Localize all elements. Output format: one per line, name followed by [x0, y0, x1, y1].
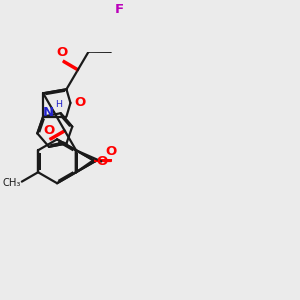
Text: O: O [96, 155, 108, 168]
Text: F: F [115, 2, 124, 16]
Text: O: O [74, 96, 85, 109]
Text: O: O [44, 124, 55, 137]
Text: O: O [56, 46, 68, 59]
Text: N: N [43, 106, 54, 119]
Text: H: H [55, 100, 62, 109]
Text: O: O [106, 145, 117, 158]
Text: CH₃: CH₃ [2, 178, 20, 188]
